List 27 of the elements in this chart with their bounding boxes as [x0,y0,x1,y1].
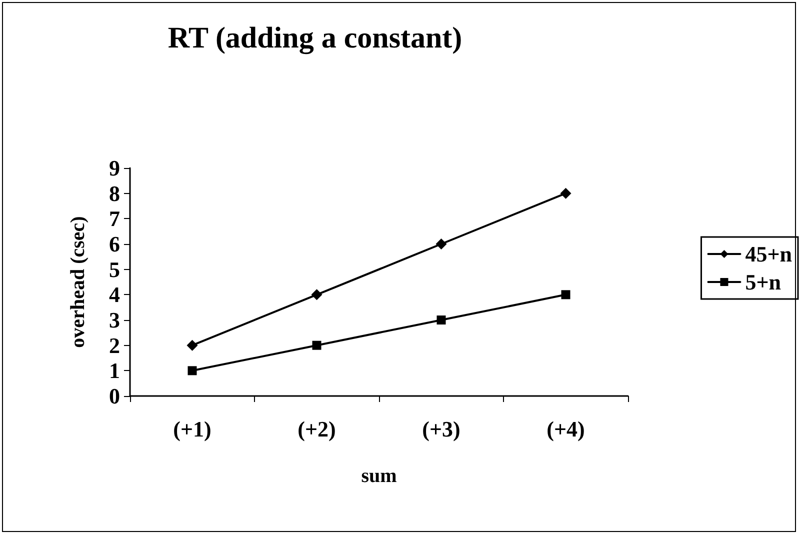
y-tick-label: 9 [109,156,120,180]
y-tick-label: 6 [109,232,120,256]
point [311,289,322,300]
point [188,366,197,376]
point [436,316,446,324]
y-tick-label: 4 [109,282,120,308]
y-tick-label: 2 [109,332,120,358]
point [561,290,570,300]
point [560,188,572,199]
point [436,238,447,250]
x-tick-label: (+3) [422,416,460,442]
legend-label: 5+n [745,270,782,294]
chart-title: RT (adding a constant) [168,22,462,54]
x-tick-label: (+4) [546,416,585,442]
y-tick-label: 1 [109,358,120,384]
y-axis-title: overhead (csec) [67,216,89,348]
x-axis-title: sum [361,465,398,487]
y-tick-label: 3 [109,308,120,332]
y-tick-label: 5 [109,256,120,282]
y-tick-label: 8 [109,180,120,206]
y-tick-label: 7 [109,206,120,232]
x-tick-label: (+2) [298,416,336,442]
point [186,340,198,351]
y-tick-label: 0 [109,384,120,408]
x-tick-label: (+1) [173,416,212,442]
legend-label: 45+n [745,242,792,266]
point [312,340,322,350]
